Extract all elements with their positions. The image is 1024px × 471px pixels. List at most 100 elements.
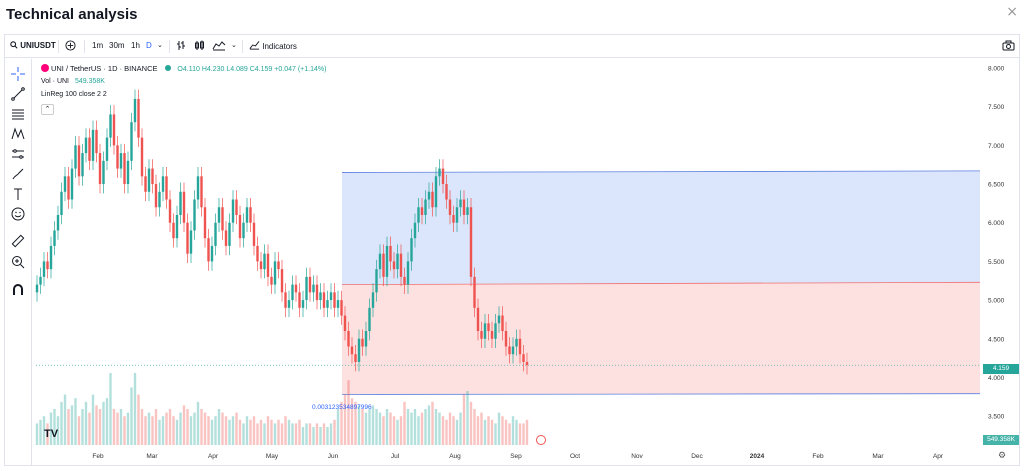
candle-body	[476, 307, 480, 332]
volume-bar	[494, 423, 497, 445]
close-icon[interactable]: ×	[1006, 4, 1018, 20]
uni-logo-icon	[41, 64, 49, 72]
candle-body	[431, 191, 434, 208]
settings-icon[interactable]: ⚙	[998, 451, 1007, 461]
collapse-legend-button[interactable]: ⌃	[41, 104, 54, 115]
fib-retracement-icon[interactable]	[11, 107, 25, 121]
magnet-icon[interactable]	[11, 283, 25, 297]
volume-bar	[140, 409, 144, 445]
volume-bar	[308, 423, 312, 445]
chevron-down-icon[interactable]: ⌄	[157, 42, 163, 49]
dialog-title: Technical analysis	[6, 6, 138, 23]
volume-bar	[217, 409, 221, 445]
candle-body	[133, 98, 137, 123]
compare-button[interactable]	[65, 40, 76, 55]
candle-body	[161, 176, 165, 192]
candle-body	[319, 292, 322, 301]
symbol-search[interactable]: UNIUSDT	[10, 40, 56, 52]
interval-D[interactable]: D	[146, 41, 152, 50]
volume-bar	[322, 423, 326, 445]
candle-body	[448, 199, 452, 215]
prediction-icon[interactable]	[11, 147, 25, 161]
volume-bar	[186, 409, 189, 445]
legend-symbol: UNI / TetherUS · 1D · BINANCE	[50, 64, 158, 73]
chart-type-chevron-icon[interactable]: ⌄	[231, 42, 237, 49]
candle-body	[123, 153, 126, 185]
volume-bar	[336, 409, 340, 445]
crosshair-icon[interactable]	[11, 67, 25, 81]
volume-bar	[91, 394, 95, 445]
candle-body	[242, 222, 245, 239]
text-icon[interactable]	[11, 187, 25, 201]
pattern-icon[interactable]	[11, 127, 25, 141]
volume-bar	[67, 409, 70, 445]
volume-bar	[368, 409, 371, 445]
trend-line-icon[interactable]	[11, 87, 25, 101]
volume-bar	[39, 419, 42, 445]
candle-body	[280, 269, 284, 293]
ruler-icon[interactable]	[11, 234, 25, 248]
interval-30m[interactable]: 30m	[109, 41, 125, 50]
volume-bar	[354, 401, 357, 445]
candle-body	[256, 245, 259, 262]
indicators-button[interactable]: Indicators	[249, 40, 297, 53]
volume-bar	[480, 412, 483, 445]
brush-icon[interactable]	[11, 167, 25, 181]
volume-bar	[53, 409, 56, 445]
candle-body	[389, 245, 392, 262]
candle-body	[112, 114, 116, 146]
candle-body	[74, 145, 77, 169]
candle-body	[333, 292, 336, 308]
volume-bar	[466, 391, 469, 445]
volume-bar	[210, 419, 214, 445]
candle-body	[88, 137, 91, 161]
candle-body	[312, 284, 315, 293]
volume-bar	[189, 416, 193, 445]
chart-widget	[4, 34, 1020, 466]
candle-body	[294, 284, 298, 293]
candle-body	[266, 253, 270, 277]
volume-bar	[490, 419, 494, 445]
candle-body	[130, 122, 133, 161]
volume-bar	[301, 427, 305, 445]
candle-body	[438, 168, 441, 177]
volume-bar	[273, 423, 277, 445]
interval-1m[interactable]: 1m	[92, 41, 104, 50]
candle-body	[354, 354, 357, 362]
x-tick-label: Apr	[208, 453, 219, 460]
candle-body	[462, 199, 466, 215]
legend-ohlc: O4.110 H4.230 L4.089 C4.159 +0.047 (+1.1…	[177, 66, 327, 73]
candle-body	[361, 338, 364, 347]
volume-bar	[294, 423, 298, 445]
camera-icon[interactable]	[1002, 40, 1015, 55]
market-open-icon	[165, 65, 172, 71]
legend-change: +0.047 (+1.14%)	[274, 66, 327, 73]
volume-bar	[340, 401, 343, 445]
candle-body	[441, 168, 445, 185]
candle-body	[490, 331, 494, 339]
volume-bar	[406, 409, 410, 445]
drawing-toolbar	[4, 59, 32, 465]
candle-body	[406, 261, 410, 285]
volume-bar	[305, 423, 308, 445]
volume-bar	[452, 416, 455, 445]
volume-bar	[284, 416, 287, 445]
tradingview-logo: TV	[44, 428, 59, 440]
emoji-icon[interactable]	[11, 207, 25, 221]
volume-bar	[434, 409, 438, 445]
interval-1h[interactable]: 1h	[131, 41, 140, 50]
zoom-in-icon[interactable]	[11, 255, 25, 269]
candle-body	[224, 230, 228, 246]
volume-bar	[151, 416, 154, 445]
x-tick-label: Apr	[933, 453, 944, 460]
volume-bar	[326, 427, 329, 445]
candle-chart-type-icon[interactable]	[194, 40, 205, 55]
legend-high: 4.230	[206, 66, 225, 73]
candle-body	[42, 261, 46, 277]
area-chart-type-icon[interactable]	[212, 40, 226, 55]
candle-body	[109, 114, 112, 138]
bar-chart-type-icon[interactable]	[176, 40, 186, 55]
candle-body	[56, 214, 60, 231]
volume-bar	[214, 416, 217, 445]
